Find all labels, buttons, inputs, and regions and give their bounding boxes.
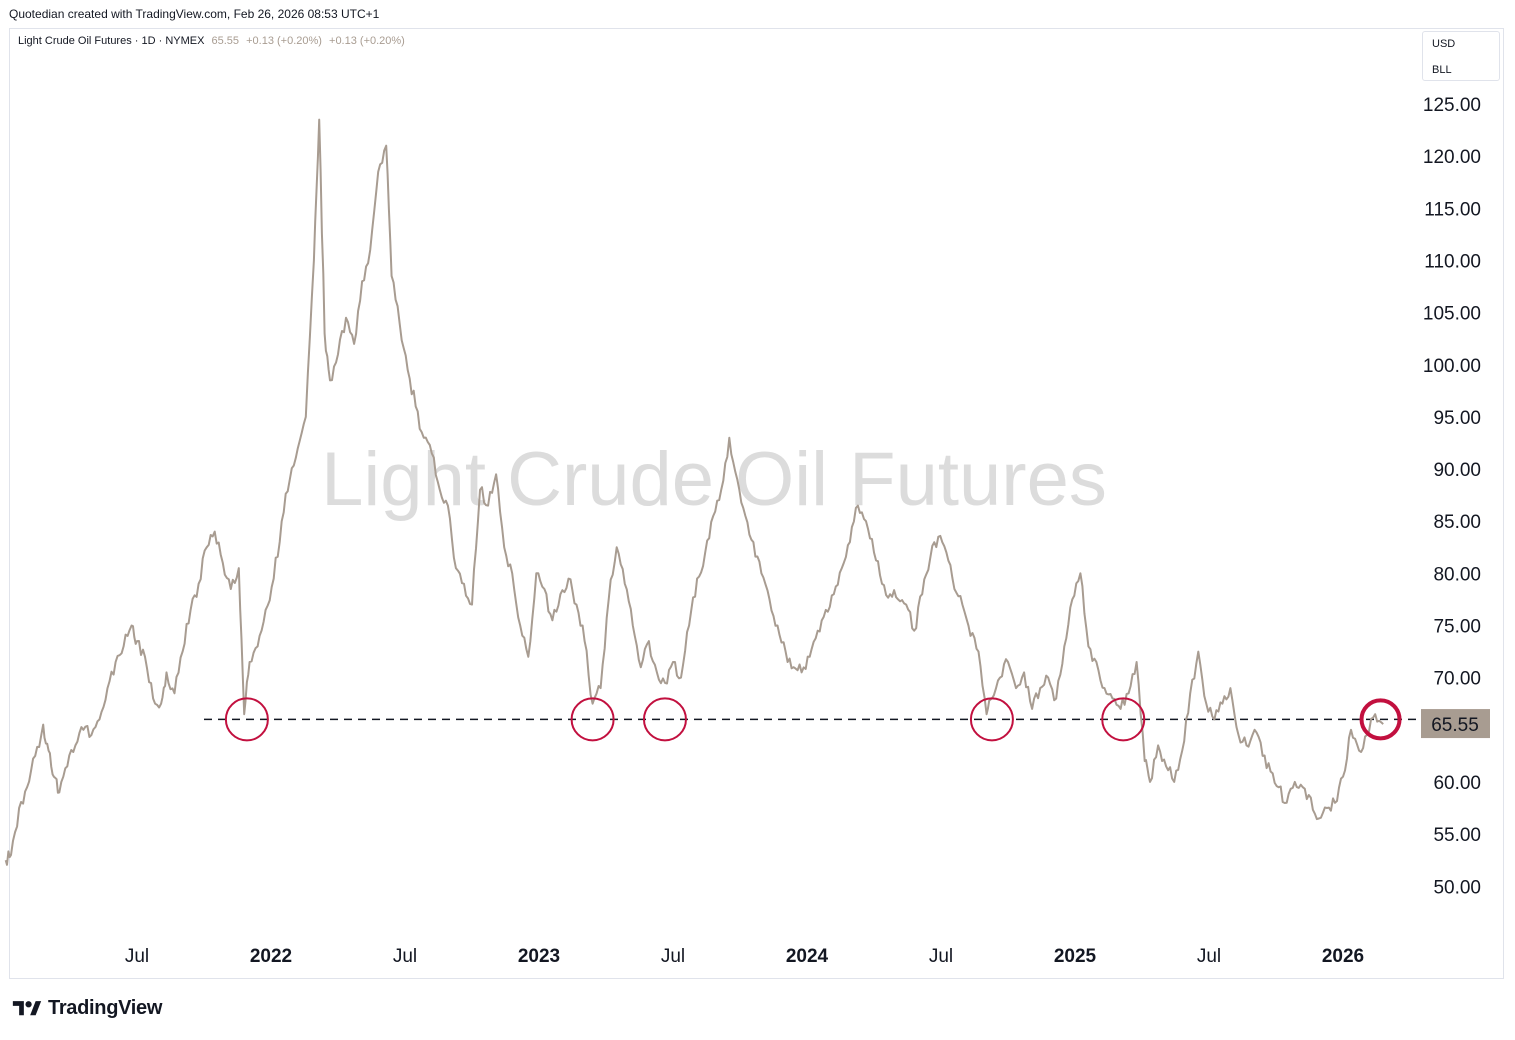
x-tick-label: Jul bbox=[393, 946, 417, 967]
support-touch-circle bbox=[642, 697, 687, 742]
y-tick-label: 75.00 bbox=[1433, 617, 1481, 638]
tradingview-brand[interactable]: TradingView bbox=[10, 997, 162, 1020]
y-tick-label: 120.00 bbox=[1423, 147, 1481, 168]
y-tick-label: 100.00 bbox=[1423, 356, 1481, 377]
y-tick-label: 95.00 bbox=[1433, 408, 1481, 429]
y-tick-label: 110.00 bbox=[1424, 251, 1481, 272]
price-axis[interactable]: 125.00 120.00 115.00 110.00 105.00 100.00 95.0… bbox=[1423, 95, 1481, 898]
y-tick-label: 105.00 bbox=[1423, 304, 1481, 325]
y-tick-label: 55.00 bbox=[1433, 825, 1481, 846]
support-circles bbox=[224, 697, 1402, 742]
price-series bbox=[4, 118, 1384, 866]
currency-unit-selector[interactable]: USD BLL bbox=[1422, 31, 1500, 81]
x-tick-label: Jul bbox=[929, 946, 953, 967]
chart-watermark: Light Crude Oil Futures bbox=[321, 437, 1107, 522]
y-tick-label: 50.00 bbox=[1433, 877, 1481, 898]
chart-legend[interactable]: Light Crude Oil Futures · 1D · NYMEX 65.… bbox=[18, 35, 405, 47]
price-line bbox=[4, 118, 1384, 866]
chart-frame bbox=[9, 28, 1504, 979]
support-touch-circle bbox=[570, 697, 615, 742]
x-tick-label: Jul bbox=[661, 946, 685, 967]
unit-label: BLL bbox=[1432, 64, 1452, 76]
last-price-badge bbox=[1421, 709, 1490, 739]
brand-name: TradingView bbox=[48, 997, 163, 1019]
chart-credit: Quotedian created with TradingView.com, … bbox=[9, 7, 380, 21]
legend-change-1: +0.13 (+0.20%) bbox=[246, 35, 322, 47]
x-tick-label: 2022 bbox=[250, 946, 292, 967]
legend-symbol: Light Crude Oil Futures · 1D · NYMEX bbox=[18, 35, 205, 47]
last-price-text: 65.55 bbox=[1431, 715, 1479, 736]
legend-last-value: 65.55 bbox=[211, 35, 240, 47]
x-tick-label: 2024 bbox=[786, 946, 829, 967]
y-tick-label: 70.00 bbox=[1433, 669, 1481, 690]
y-tick-label: 125.00 bbox=[1423, 95, 1481, 116]
tradingview-logo-icon bbox=[12, 1000, 42, 1015]
support-touch-circle bbox=[224, 697, 269, 742]
x-tick-label: Jul bbox=[1197, 946, 1221, 967]
y-tick-label: 60.00 bbox=[1433, 773, 1481, 794]
support-touch-circle bbox=[969, 697, 1014, 742]
x-tick-label: 2026 bbox=[1322, 946, 1364, 967]
y-tick-label: 115.00 bbox=[1424, 199, 1481, 220]
support-touch-circle bbox=[1101, 697, 1146, 742]
current-support-circle bbox=[1359, 698, 1402, 741]
legend-change-2: +0.13 (+0.20%) bbox=[329, 35, 405, 47]
y-tick-label: 85.00 bbox=[1433, 512, 1481, 533]
x-tick-label: 2025 bbox=[1054, 946, 1097, 967]
y-tick-label: 80.00 bbox=[1433, 564, 1481, 585]
x-tick-label: 2023 bbox=[518, 946, 560, 967]
y-tick-label: 90.00 bbox=[1433, 460, 1481, 481]
currency-label: USD bbox=[1432, 38, 1456, 50]
time-axis[interactable]: Jul 2022 Jul 2023 Jul 2024 Jul 2025 Jul 2026 bbox=[125, 946, 1364, 967]
last-price-label: 65.55 bbox=[1421, 709, 1490, 739]
x-tick-label: Jul bbox=[125, 946, 149, 967]
